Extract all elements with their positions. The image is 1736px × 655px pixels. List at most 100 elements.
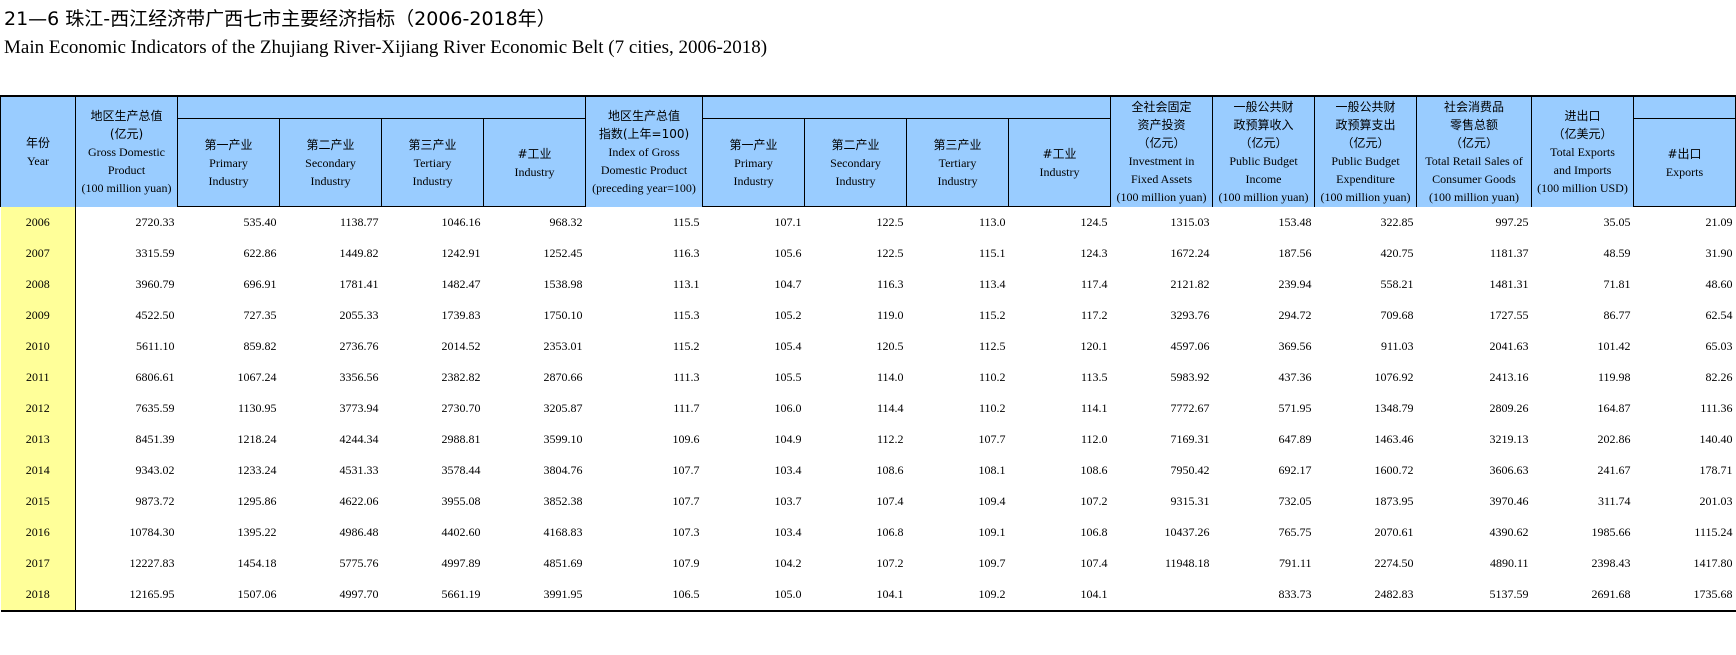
value-cell: 116.3	[672, 246, 700, 260]
value-cell: 105.0	[702, 579, 805, 612]
value-cell: 108.6	[876, 463, 904, 477]
value-cell: 968.32	[549, 215, 583, 229]
value-cell: 3315.59	[135, 246, 175, 260]
value-cell: 1985.66	[1591, 525, 1631, 539]
value-cell: 3773.94	[339, 401, 379, 415]
value-cell: 120.1	[1080, 339, 1108, 353]
value-cell: 115.3	[672, 308, 700, 322]
year-cell: 2013	[0, 424, 76, 455]
header-index-secondary: 第二产业 Secondary Industry	[804, 118, 907, 207]
header-gdp: 地区生产总值 (亿元) Gross Domestic Product (100 …	[75, 95, 178, 207]
value-cell: 859.82	[243, 339, 277, 353]
value-cell: 571.95	[1278, 401, 1312, 415]
value-cell: 115.2	[978, 308, 1006, 322]
value-cell: 4168.83	[543, 525, 583, 539]
value-cell: 1067.24	[237, 370, 277, 384]
value-cell: 113.4	[978, 277, 1006, 291]
value-cell: 108.1	[978, 463, 1006, 477]
value-cell: 6806.61	[135, 370, 175, 384]
value-cell: 2055.33	[339, 308, 379, 322]
year-cell: 2014	[0, 455, 76, 486]
value-cell: 106.0	[774, 401, 802, 415]
value-cell: 107.1	[774, 215, 802, 229]
table-row: 2014 9343.02 1233.24 4531.33 3578.44 3804.76 1…	[0, 455, 1736, 486]
value-cell: 4986.48	[339, 525, 379, 539]
value-cell: 1395.22	[237, 525, 277, 539]
value-cell: 1242.91	[441, 246, 481, 260]
value-cell: 1672.24	[1170, 246, 1210, 260]
value-cell: 4997.89	[441, 556, 481, 570]
value-cell: 4244.34	[339, 432, 379, 446]
value-cell: 2274.50	[1374, 556, 1414, 570]
value-cell: 1046.16	[441, 215, 481, 229]
year-cell: 2007	[0, 238, 76, 269]
header-index-tertiary: 第三产业 Tertiary Industry	[906, 118, 1009, 207]
value-cell: 1750.10	[543, 308, 583, 322]
header-trade-group	[1633, 95, 1736, 119]
year-cell: 2011	[0, 362, 76, 393]
value-cell: 2353.01	[543, 339, 583, 353]
value-cell: 187.56	[1278, 246, 1312, 260]
table-title-english: Main Economic Indicators of the Zhujiang…	[4, 37, 768, 58]
value-cell: 1727.55	[1489, 308, 1529, 322]
header-fixed-assets: 全社会固定 资产投资 （亿元） Investment in Fixed Asse…	[1110, 95, 1213, 207]
value-cell: 119.98	[1597, 370, 1631, 384]
value-cell: 106.5	[585, 579, 703, 612]
value-cell: 4522.50	[135, 308, 175, 322]
value-cell: 4390.62	[1489, 525, 1529, 539]
value-cell: 2482.83	[1314, 579, 1417, 612]
value-cell: 111.7	[673, 401, 700, 415]
value-cell: 65.03	[1705, 339, 1733, 353]
table-row: 2006 2720.33 535.40 1138.77 1046.16 968.32 115…	[0, 206, 1736, 238]
value-cell: 153.48	[1278, 214, 1312, 229]
value-cell: 1130.95	[237, 401, 277, 415]
value-cell: 202.86	[1597, 432, 1631, 446]
value-cell: 1449.82	[339, 246, 379, 260]
value-cell: 48.59	[1603, 246, 1631, 260]
year-cell: 2012	[0, 393, 76, 424]
value-cell: 122.5	[876, 246, 904, 260]
header-exports: #出口 Exports	[1633, 118, 1736, 207]
header-gdp-tertiary: 第三产业 Tertiary Industry	[381, 118, 484, 207]
value-cell: 1138.77	[339, 215, 379, 229]
value-cell: 112.2	[876, 432, 904, 446]
value-cell: 692.17	[1278, 463, 1312, 477]
value-cell: 4597.06	[1170, 339, 1210, 353]
value-cell: 104.9	[774, 432, 802, 446]
value-cell: 10437.26	[1164, 525, 1210, 539]
value-cell: 3955.08	[441, 494, 481, 508]
value-cell: 2870.66	[543, 370, 583, 384]
value-cell: 122.5	[876, 215, 904, 229]
table-row: 2013 8451.39 1218.24 4244.34 2988.81 3599.10 1…	[0, 424, 1736, 455]
value-cell: 7635.59	[135, 401, 175, 415]
table-row: 2007 3315.59 622.86 1449.82 1242.91 1252.45 11…	[0, 238, 1736, 269]
value-cell: 35.05	[1603, 214, 1631, 229]
value-cell: 622.86	[243, 246, 277, 260]
value-cell: 11948.18	[1164, 556, 1210, 570]
value-cell: 10784.30	[129, 525, 175, 539]
value-cell: 111.36	[1700, 401, 1733, 415]
value-cell: 119.0	[876, 308, 904, 322]
table-row: 2011 6806.61 1067.24 3356.56 2382.82 2870.66 1…	[0, 362, 1736, 393]
value-cell: 727.35	[243, 308, 277, 322]
value-cell: 108.6	[1080, 463, 1108, 477]
value-cell: 109.6	[672, 432, 700, 446]
value-cell: 105.6	[774, 246, 802, 260]
value-cell: 911.03	[1380, 339, 1414, 353]
value-cell: 21.09	[1705, 215, 1733, 229]
value-cell: 62.54	[1705, 308, 1733, 322]
value-cell: 3293.76	[1170, 308, 1210, 322]
value-cell: 124.5	[1080, 215, 1108, 229]
value-cell: 116.3	[876, 277, 904, 291]
value-cell: 115.1	[978, 246, 1006, 260]
table-row: 2017 12227.83 1454.18 5775.76 4997.89 4851.69…	[0, 548, 1736, 579]
value-cell: 112.5	[978, 339, 1006, 353]
value-cell: 4851.69	[543, 556, 583, 570]
value-cell: 2014.52	[441, 339, 481, 353]
value-cell: 732.05	[1278, 494, 1312, 508]
value-cell: 117.2	[1080, 308, 1108, 322]
value-cell: 696.91	[243, 277, 277, 291]
table-row: 2016 10784.30 1395.22 4986.48 4402.60 4168.83…	[0, 517, 1736, 548]
value-cell: 48.60	[1705, 277, 1733, 291]
value-cell: 107.7	[672, 494, 700, 508]
